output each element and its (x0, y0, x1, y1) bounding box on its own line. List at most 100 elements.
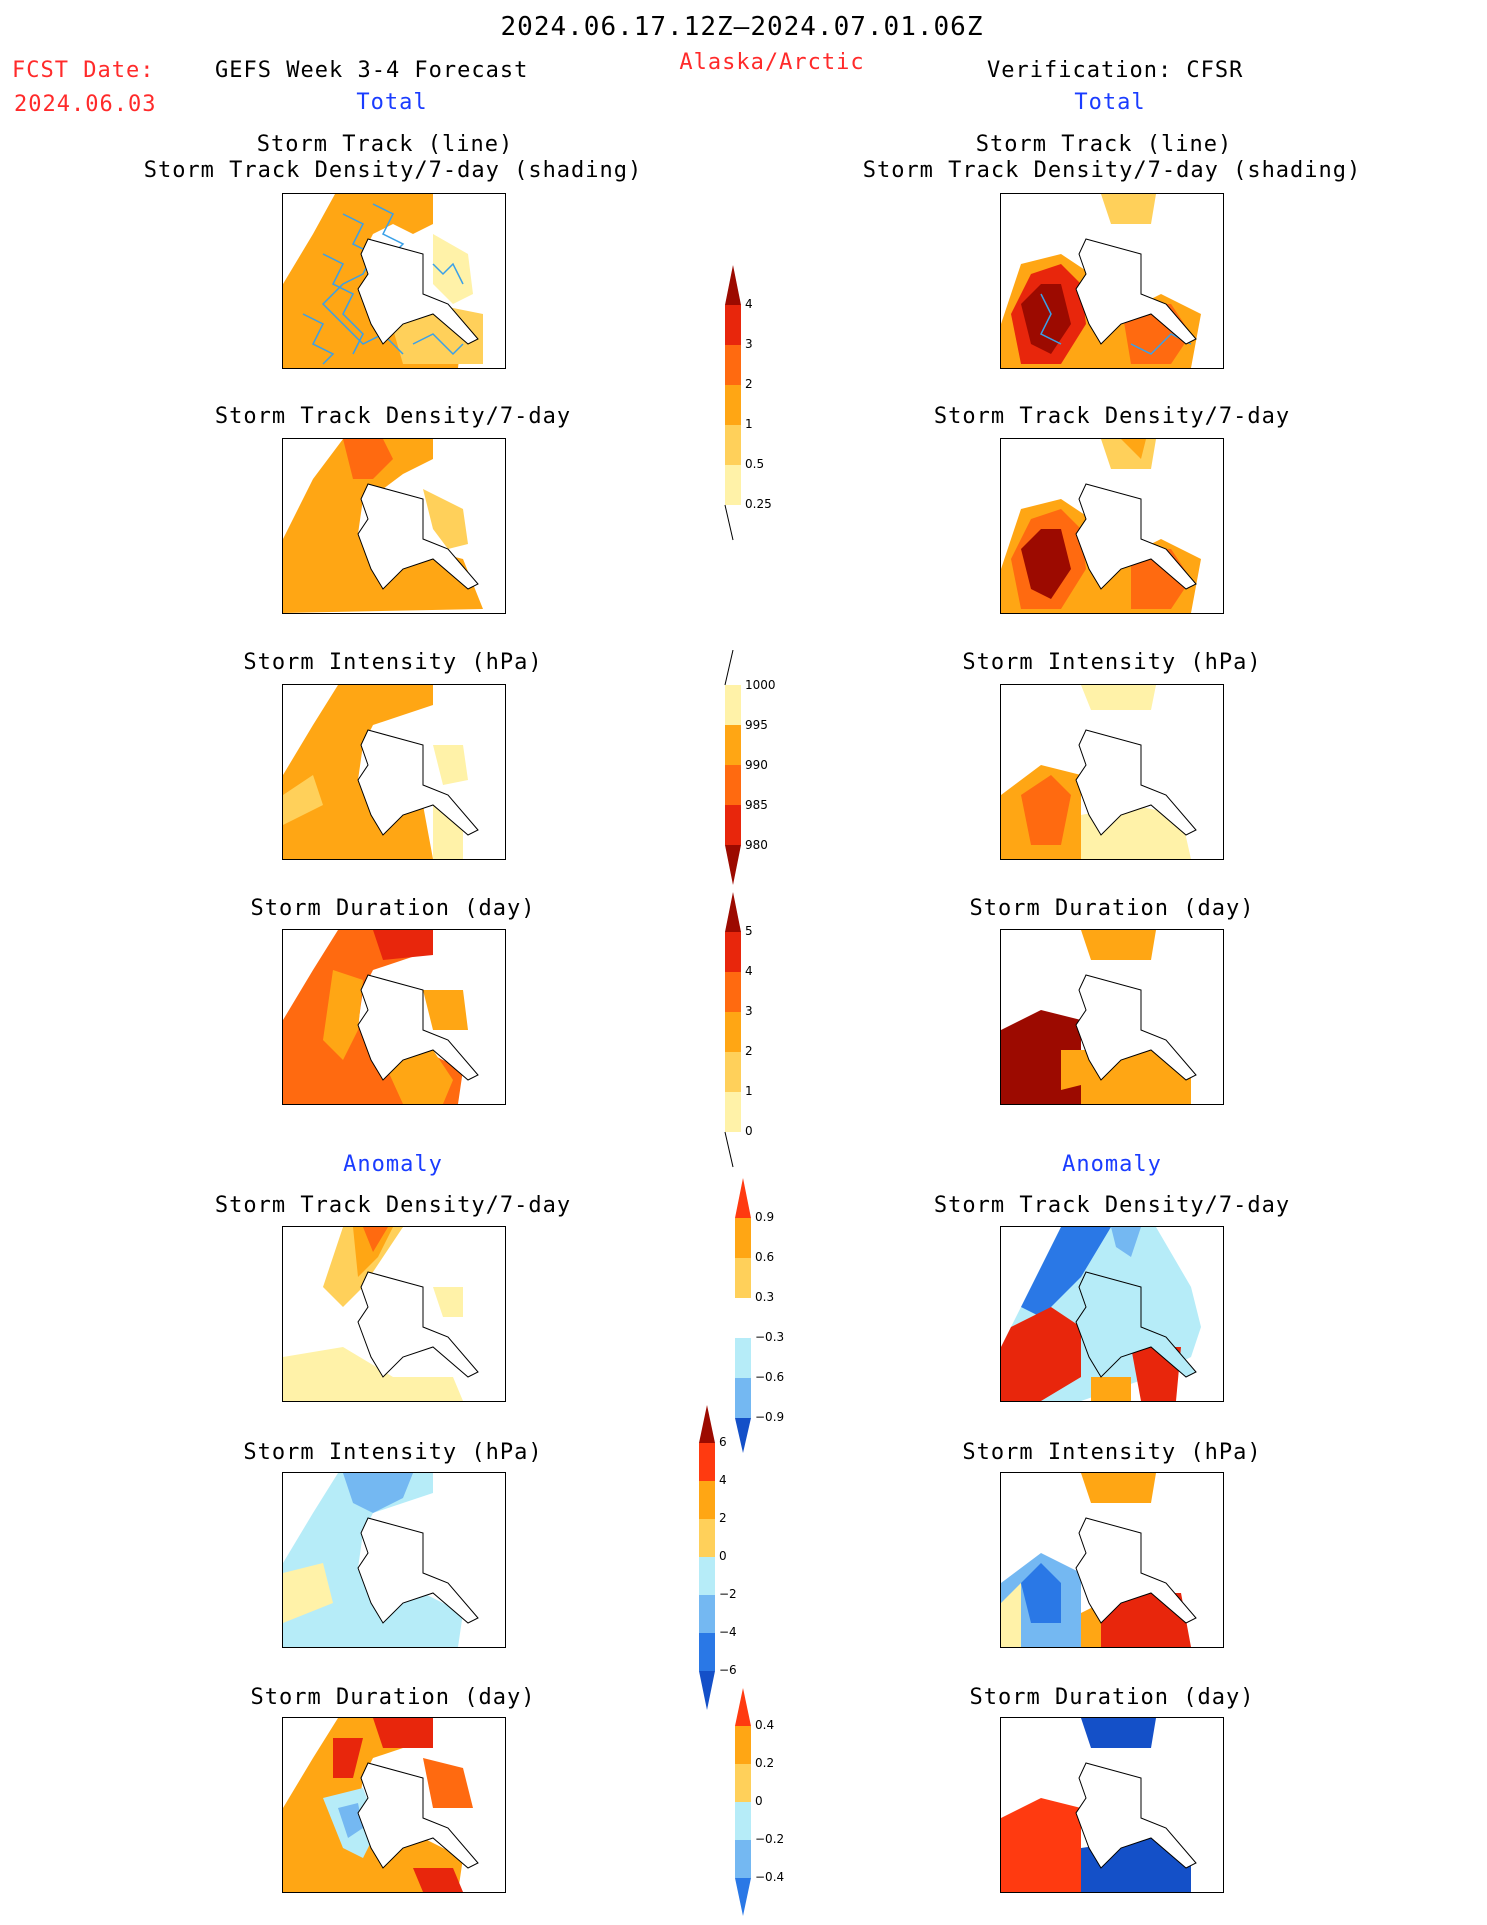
map-forecast-intensity (282, 684, 506, 860)
map-cfsr-density-anomaly-svg (1001, 1227, 1201, 1401)
verification-title: Verification: CFSR (987, 58, 1244, 83)
colorbar-density-label: 0.5 (745, 457, 765, 471)
colorbar-density-svg (724, 265, 741, 541)
left-anom-intensity-title: Storm Intensity (hPa) (243, 1440, 543, 1465)
colorbar-intensity-label: 980 (745, 838, 768, 852)
colorbar-density-label: 3 (745, 337, 753, 351)
right-density-title: Storm Track Density/7-day (933, 404, 1291, 429)
left-total-label: Total (356, 90, 428, 115)
left-anomaly-label: Anomaly (343, 1152, 443, 1177)
left-duration-title: Storm Duration (day) (250, 896, 536, 921)
colorbar-intensity-anomaly-label: 0 (719, 1549, 727, 1563)
colorbar-intensity-anomaly-label: 4 (719, 1473, 727, 1487)
map-forecast-density-anomaly-svg (283, 1227, 479, 1401)
colorbar-duration-svg (724, 892, 741, 1168)
colorbar-intensity-anomaly-label: −4 (719, 1625, 737, 1639)
colorbar-density-label: 4 (745, 297, 753, 311)
model-title: GEFS Week 3-4 Forecast (215, 58, 529, 83)
map-cfsr-duration-anomaly (1000, 1717, 1224, 1893)
colorbar-density-anomaly-label: 0.9 (755, 1210, 775, 1224)
map-forecast-track (282, 193, 506, 369)
map-forecast-track-svg (283, 194, 505, 368)
colorbar-duration-label: 5 (745, 924, 753, 938)
colorbar-duration-label: 3 (745, 1004, 753, 1018)
period-title: 2024.06.17.12Z–2024.07.01.06Z (500, 12, 984, 42)
colorbar-intensity-label: 995 (745, 718, 768, 732)
colorbar-density-anomaly-svg (735, 1178, 751, 1453)
colorbar-density-anomaly-label: −0.6 (755, 1370, 785, 1384)
colorbar-density-label: 2 (745, 377, 753, 391)
colorbar-duration: 5 4 3 2 1 0 (723, 892, 783, 1172)
colorbar-duration-anomaly-svg (735, 1688, 751, 1916)
map-cfsr-density-anomaly (1000, 1226, 1224, 1402)
colorbar-intensity-anomaly: 6 4 2 0 −2 −4 −6 (697, 1405, 757, 1715)
left-track-line-title: Storm Track (line) (256, 132, 514, 157)
colorbar-density-anomaly-label: −0.9 (755, 1410, 785, 1424)
left-anom-duration-title: Storm Duration (day) (250, 1685, 536, 1710)
left-track-shading-title: Storm Track Density/7-day (shading) (143, 158, 643, 183)
map-forecast-duration-anomaly-svg (283, 1718, 479, 1892)
right-total-label: Total (1074, 90, 1146, 115)
colorbar-intensity-label: 1000 (745, 678, 776, 692)
colorbar-intensity-anomaly-label: −2 (719, 1587, 737, 1601)
map-cfsr-duration-svg (1001, 930, 1197, 1104)
colorbar-density-label: 0.25 (745, 497, 772, 511)
right-anom-intensity-title: Storm Intensity (hPa) (962, 1440, 1262, 1465)
colorbar-duration-anomaly-label: 0.4 (755, 1718, 775, 1732)
map-cfsr-intensity-svg (1001, 685, 1197, 859)
right-anom-duration-title: Storm Duration (day) (969, 1685, 1255, 1710)
map-cfsr-track (1000, 193, 1224, 369)
colorbar-duration-anomaly-label: −0.4 (755, 1870, 785, 1884)
colorbar-duration-label: 1 (745, 1084, 753, 1098)
map-forecast-intensity-svg (283, 685, 479, 859)
colorbar-intensity-svg (724, 649, 741, 885)
colorbar-duration-anomaly: 0.4 0.2 0 −0.2 −0.4 (733, 1688, 793, 1918)
colorbar-intensity: 1000 995 990 985 980 (723, 649, 783, 890)
map-forecast-density (282, 438, 506, 614)
map-forecast-duration-anomaly (282, 1717, 506, 1893)
right-track-shading-title: Storm Track Density/7-day (shading) (862, 158, 1362, 183)
map-cfsr-duration (1000, 929, 1224, 1105)
right-track-line-title: Storm Track (line) (975, 132, 1233, 157)
colorbar-duration-label: 2 (745, 1044, 753, 1058)
region-title: Alaska/Arctic (679, 50, 865, 75)
right-duration-title: Storm Duration (day) (969, 896, 1255, 921)
colorbar-intensity-label: 985 (745, 798, 768, 812)
colorbar-intensity-anomaly-label: 6 (719, 1435, 727, 1449)
colorbar-intensity-anomaly-label: −6 (719, 1663, 737, 1677)
colorbar-duration-anomaly-label: −0.2 (755, 1832, 785, 1846)
map-cfsr-density (1000, 438, 1224, 614)
map-forecast-intensity-anomaly (282, 1472, 506, 1648)
map-cfsr-density-svg (1001, 439, 1201, 613)
right-anom-density-title: Storm Track Density/7-day (933, 1193, 1291, 1218)
colorbar-duration-label: 0 (745, 1124, 753, 1138)
colorbar-intensity-anomaly-label: 2 (719, 1511, 727, 1525)
fcst-date: 2024.06.03 (14, 92, 157, 117)
map-forecast-intensity-anomaly-svg (283, 1473, 479, 1647)
colorbar-density: 4 3 2 1 0.5 0.25 (723, 265, 783, 545)
map-cfsr-duration-anomaly-svg (1001, 1718, 1197, 1892)
colorbar-intensity-anomaly-svg (699, 1405, 715, 1710)
map-cfsr-track-svg (1001, 194, 1201, 368)
map-cfsr-intensity (1000, 684, 1224, 860)
colorbar-duration-anomaly-label: 0.2 (755, 1756, 775, 1770)
colorbar-duration-label: 4 (745, 964, 753, 978)
map-cfsr-intensity-anomaly-svg (1001, 1473, 1197, 1647)
map-forecast-density-svg (283, 439, 483, 613)
colorbar-density-label: 1 (745, 417, 753, 431)
left-anom-density-title: Storm Track Density/7-day (214, 1193, 572, 1218)
right-intensity-title: Storm Intensity (hPa) (962, 650, 1262, 675)
colorbar-duration-anomaly-label: 0 (755, 1794, 763, 1808)
map-forecast-duration (282, 929, 506, 1105)
left-intensity-title: Storm Intensity (hPa) (243, 650, 543, 675)
colorbar-intensity-label: 990 (745, 758, 768, 772)
map-forecast-duration-svg (283, 930, 479, 1104)
colorbar-density-anomaly-label: 0.6 (755, 1250, 775, 1264)
left-density-title: Storm Track Density/7-day (214, 404, 572, 429)
colorbar-density-anomaly: 0.9 0.6 0.3 −0.3 −0.6 −0.9 (733, 1178, 793, 1458)
right-anomaly-label: Anomaly (1062, 1152, 1162, 1177)
map-forecast-density-anomaly (282, 1226, 506, 1402)
map-cfsr-intensity-anomaly (1000, 1472, 1224, 1648)
colorbar-density-anomaly-label: 0.3 (755, 1290, 775, 1304)
colorbar-density-anomaly-label: −0.3 (755, 1330, 785, 1344)
